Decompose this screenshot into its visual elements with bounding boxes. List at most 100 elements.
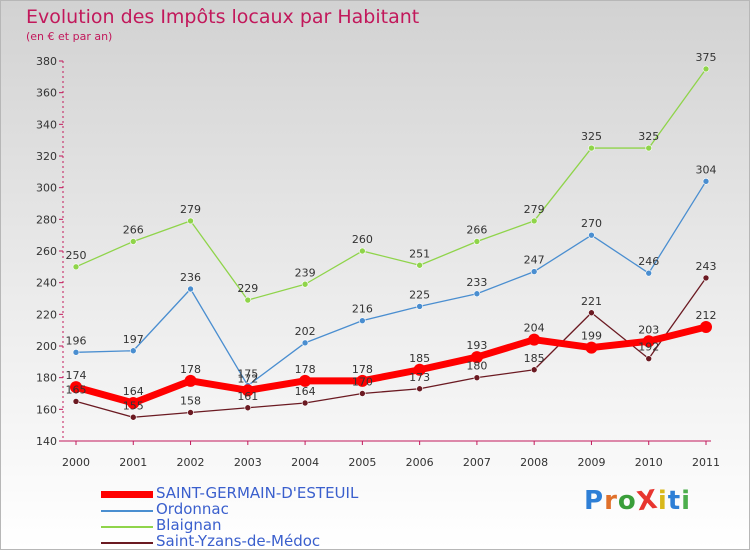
data-point [416, 261, 423, 269]
series-line [75, 68, 707, 301]
data-point [645, 269, 653, 277]
x-tick-label: 2006 [406, 456, 434, 469]
series-line [75, 323, 707, 407]
data-label: 250 [66, 249, 87, 262]
data-label: 185 [409, 352, 430, 365]
data-label: 164 [295, 385, 316, 398]
x-tick-label: 2008 [520, 456, 548, 469]
chart-title: Evolution des Impôts locaux par Habitant [26, 6, 420, 28]
series-lines [70, 65, 712, 421]
data-label: 155 [123, 399, 144, 412]
data-point [244, 404, 252, 412]
data-label: 266 [466, 224, 487, 237]
data-point [359, 247, 366, 255]
data-point [645, 144, 653, 152]
data-point [70, 381, 82, 394]
y-tick-label: 300 [36, 182, 57, 195]
data-point [588, 231, 595, 239]
data-point [299, 374, 312, 387]
y-tick-label: 240 [36, 277, 57, 290]
data-label: 173 [409, 371, 430, 384]
logo-letter: r [604, 486, 618, 516]
x-tick-label: 2003 [234, 456, 262, 469]
y-tick-label: 320 [36, 150, 57, 163]
data-point [702, 65, 710, 73]
data-point [129, 238, 137, 245]
y-tick-label: 220 [36, 308, 57, 321]
y-tick-label: 260 [36, 245, 57, 258]
data-point [241, 384, 254, 397]
data-label: 251 [409, 247, 430, 260]
legend-item: Blaignan [101, 516, 421, 534]
data-point [700, 321, 712, 333]
y-tick-label: 280 [36, 213, 57, 226]
data-label: 325 [638, 130, 659, 143]
data-point [187, 285, 194, 293]
data-label: 178 [295, 363, 316, 376]
legend-label: Saint-Yzans-de-Médoc [156, 532, 321, 550]
data-point [588, 144, 595, 152]
data-label: 243 [696, 260, 717, 273]
logo-letter: X [634, 484, 660, 518]
data-label: 239 [295, 266, 316, 279]
data-point [702, 274, 710, 282]
data-point [530, 217, 538, 225]
data-point [129, 347, 137, 355]
y-tick-label: 160 [36, 403, 57, 416]
series-line [75, 180, 707, 387]
data-point [127, 397, 140, 409]
legend-swatch [101, 526, 153, 528]
data-point [187, 217, 194, 225]
data-point [187, 409, 194, 416]
data-label: 203 [638, 323, 659, 336]
data-label: 170 [352, 376, 373, 389]
data-point [588, 309, 595, 317]
data-point [470, 351, 483, 364]
x-tick-label: 2009 [577, 456, 605, 469]
data-point [359, 390, 366, 397]
data-point [473, 238, 481, 245]
legend-label: SAINT-GERMAIN-D'ESTEUIL [156, 484, 359, 502]
data-point [416, 385, 423, 393]
series-line [75, 277, 707, 418]
data-point [702, 178, 710, 185]
data-label: 202 [295, 325, 316, 338]
legend-item: SAINT-GERMAIN-D'ESTEUIL [101, 484, 421, 502]
legend-item: Ordonnac [101, 500, 421, 518]
data-point [416, 303, 423, 310]
data-label: 279 [524, 203, 545, 216]
data-point [301, 339, 309, 347]
legend-item: Saint-Yzans-de-Médoc [101, 532, 421, 550]
logo-letter: o [617, 486, 637, 516]
data-point [528, 333, 541, 346]
data-label: 236 [180, 271, 201, 284]
data-point [642, 335, 655, 348]
logo-letter: i [657, 486, 668, 516]
data-label: 270 [581, 217, 602, 230]
data-label: 221 [581, 295, 602, 308]
data-label: 197 [123, 333, 144, 346]
data-label: 199 [581, 330, 602, 343]
data-label: 225 [409, 288, 430, 301]
data-point [72, 263, 80, 271]
data-label: 247 [524, 254, 545, 267]
y-tick-label: 380 [36, 55, 57, 68]
data-label: 178 [180, 363, 201, 376]
data-point [301, 280, 309, 288]
data-label: 279 [180, 203, 201, 216]
data-point [413, 363, 426, 376]
y-tick-label: 360 [36, 87, 57, 100]
data-label: 178 [352, 363, 373, 376]
data-label: 260 [352, 233, 373, 246]
legend-label: Blaignan [156, 516, 222, 534]
legend: SAINT-GERMAIN-D'ESTEUIL Ordonnac Blaignan S… [101, 484, 421, 550]
legend-swatch [101, 542, 153, 544]
data-label: 233 [466, 276, 487, 289]
logo-letter: i [681, 486, 692, 516]
data-point [356, 374, 369, 387]
data-label: 158 [180, 395, 201, 408]
y-tick-label: 180 [36, 372, 57, 385]
x-tick-label: 2011 [692, 456, 720, 469]
